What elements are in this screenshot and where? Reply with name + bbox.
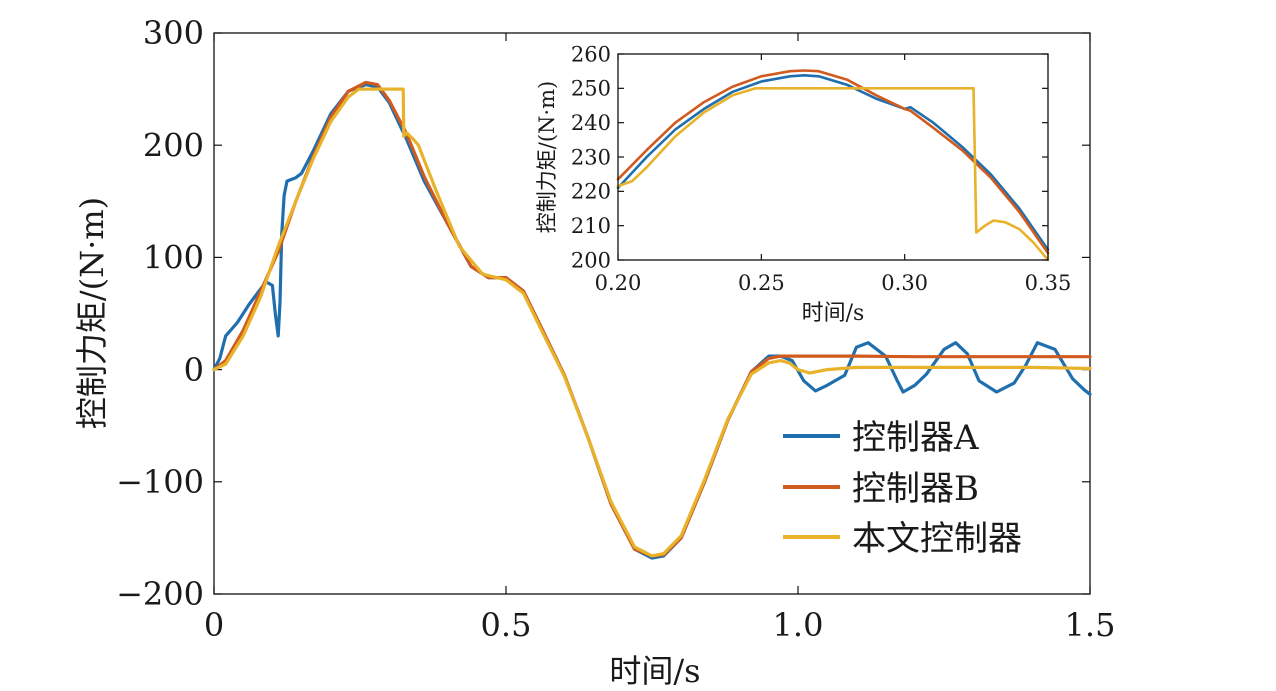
inset-x-tick-label: 0.30 <box>881 271 928 295</box>
inset-x-axis-label: 时间/s <box>802 301 865 326</box>
inset-y-tick-label: 200 <box>571 248 611 272</box>
legend-label-ours: 本文控制器 <box>852 519 1022 559</box>
legend-label-a: 控制器A <box>852 418 979 458</box>
inset-x-tick-label: 0.35 <box>1025 271 1072 295</box>
main-y-tick-label: 100 <box>143 239 204 277</box>
main-x-tick-label: 1.0 <box>773 606 824 644</box>
main-x-axis-label: 时间/s <box>609 652 700 690</box>
main-x-tick-label: 0.5 <box>481 606 532 644</box>
main-y-tick-label: −200 <box>116 575 204 613</box>
main-plot-frame <box>213 32 1091 595</box>
inset-series-group <box>616 69 1050 262</box>
inset-axis-ticks: 0.20 0.25 0.30 0.35 200 210 220 230 240 250 260 <box>571 42 1071 295</box>
main-series-line-2 <box>212 87 1092 558</box>
main-axis-ticks: 0 0.5 1.0 1.5 −200 −100 0 100 200 300 <box>116 14 1115 644</box>
main-x-tick-label: 1.5 <box>1065 606 1116 644</box>
main-y-tick-label: 300 <box>143 14 204 52</box>
inset-y-tick-label: 260 <box>571 42 611 66</box>
inset-y-tick-label: 220 <box>571 180 611 204</box>
inset-series-line-0 <box>616 74 1050 251</box>
main-y-tick-label: 200 <box>143 126 204 164</box>
main-series-group <box>212 80 1092 560</box>
inset-x-tick-label: 0.25 <box>738 271 785 295</box>
legend: 控制器A 控制器B 本文控制器 <box>783 418 1022 559</box>
inset-y-axis-label: 控制力矩/(N·m) <box>535 81 559 233</box>
legend-label-b: 控制器B <box>852 469 979 509</box>
main-y-tick-label: 0 <box>184 351 204 389</box>
inset-y-tick-label: 210 <box>571 214 611 238</box>
inset-x-tick-label: 0.20 <box>595 271 642 295</box>
main-y-tick-label: −100 <box>116 463 204 501</box>
inset-y-tick-label: 240 <box>571 111 611 135</box>
inset-y-tick-label: 230 <box>571 145 611 169</box>
main-x-tick-label: 0 <box>204 606 224 644</box>
inset-series-line-1 <box>616 69 1050 255</box>
inset-background <box>618 54 1048 260</box>
main-y-axis-label: 控制力矩/(N·m) <box>73 197 111 429</box>
inset-series-line-2 <box>616 87 1050 262</box>
inset-y-tick-label: 250 <box>571 77 611 101</box>
